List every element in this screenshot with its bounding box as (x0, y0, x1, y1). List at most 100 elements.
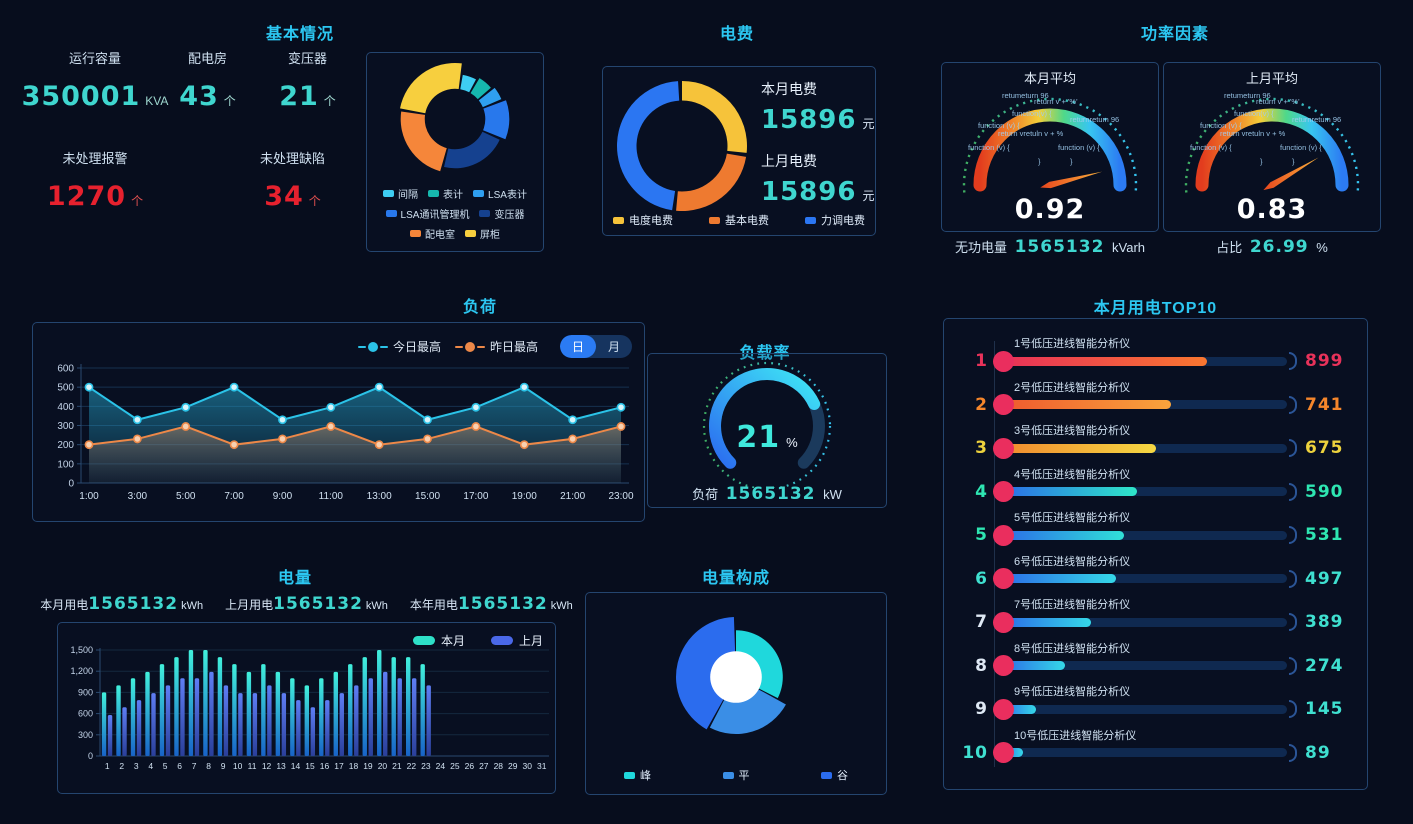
basic-legend-item[interactable]: LSA通讯管理机 (385, 206, 469, 221)
top10-row: 6号低压进线智能分析仪 6 497 (954, 553, 1355, 597)
top10-rows: 1号低压进线智能分析仪 1 899 2号低压进线智能分析仪 2 741 3号低压进线智能分析… (954, 335, 1355, 770)
composition-legend-item[interactable]: 谷 (821, 767, 848, 783)
top10-row: 2号低压进线智能分析仪 2 741 (954, 379, 1355, 423)
top10-value: 531 (1305, 525, 1344, 545)
top10-panel: 1号低压进线智能分析仪 1 899 2号低压进线智能分析仪 2 741 3号低压进线智能分析… (943, 318, 1368, 790)
top10-value: 899 (1305, 351, 1344, 371)
fee-value: 15896 (761, 105, 857, 135)
svg-text:19: 19 (363, 761, 373, 771)
top10-bar-track (1003, 661, 1287, 670)
svg-text:11:00: 11:00 (319, 491, 344, 502)
stat-value: 350001 (21, 81, 141, 112)
svg-text:6: 6 (177, 761, 182, 771)
stat-value: 1565132 (457, 594, 548, 614)
load-rate-gauge-chart (648, 356, 886, 493)
top10-bar-track (1003, 704, 1287, 714)
fee-legend-item[interactable]: 力调电费 (805, 212, 865, 228)
toggle-day-button[interactable]: 日 (559, 335, 596, 358)
load-rate-unit: % (786, 435, 798, 450)
basic-legend-item[interactable]: LSA表计 (473, 186, 527, 201)
basic-legend-item[interactable]: 屏柜 (465, 226, 500, 241)
svg-text:28: 28 (494, 761, 504, 771)
svg-text:0: 0 (88, 751, 93, 761)
svg-text:400: 400 (57, 402, 74, 413)
svg-text:19:00: 19:00 (512, 491, 537, 502)
legend-label: 峰 (640, 770, 651, 782)
pf-gauge-last-chart (1164, 87, 1380, 204)
gauge-value: 0.83 (1236, 194, 1308, 225)
legend-label: 今日最高 (392, 340, 441, 354)
svg-text:23: 23 (421, 761, 431, 771)
basic-legend-item[interactable]: 表计 (428, 186, 463, 201)
top10-item-label: 9号低压进线智能分析仪 (1014, 686, 1131, 698)
composition-rose-chart (586, 603, 886, 760)
stat-transformers: 变压器 21 个 (265, 48, 350, 112)
fee-values: 本月电费 15896 元 上月电费 15896 元 (761, 79, 874, 223)
top10-track-end-arc (1289, 395, 1297, 414)
top10-rank: 4 (975, 481, 988, 502)
top10-item-label: 7号低压进线智能分析仪 (1014, 599, 1131, 611)
stat-unit: kW (823, 487, 842, 502)
svg-text:30: 30 (523, 761, 533, 771)
top10-axis-line (994, 341, 995, 767)
top10-value: 741 (1305, 394, 1344, 415)
load-line-chart: 0 100 200 300 400 500 600 1:00 3:00 5:00 7:00 9:00 1… (41, 358, 638, 515)
top10-bar-track (1003, 356, 1287, 366)
load-legend-item[interactable]: 今日最高 (357, 338, 441, 355)
svg-text:26: 26 (465, 761, 475, 771)
svg-text:23:00: 23:00 (608, 491, 633, 502)
energy-legend-item[interactable]: 本月 (412, 632, 465, 649)
fee-row-last-month: 上月电费 15896 元 (761, 151, 874, 207)
top10-bar-fill (1003, 530, 1124, 540)
stat-label: 占比 (1216, 240, 1243, 255)
legend-swatch (473, 190, 485, 197)
composition-legend-item[interactable]: 峰 (624, 767, 651, 783)
top10-bar-fill (1003, 617, 1092, 627)
basic-donut-panel: 间隔 表计 LSA表计 LSA通讯管理机 变压器配电室 屏柜 (366, 52, 544, 252)
legend-swatch (383, 190, 395, 197)
energy-legend-item[interactable]: 上月 (490, 632, 543, 649)
reactive-energy-stat: 无功电量 1565132 kVarh (941, 237, 1159, 257)
top10-rank: 7 (975, 612, 988, 632)
basic-legend-item[interactable]: 配电室 (410, 226, 455, 241)
svg-text:7: 7 (192, 761, 197, 771)
svg-text:7:00: 7:00 (224, 491, 244, 502)
top10-track-end-arc (1289, 569, 1297, 588)
svg-text:1:00: 1:00 (79, 491, 99, 502)
basic-legend-item[interactable]: 变压器 (479, 206, 524, 221)
top10-dot-icon (993, 394, 1014, 415)
load-panel: 今日最高 昨日最高 日 月 0 100 200 300 400 500 600 1:00 3:00… (32, 322, 645, 522)
stat-value: 21 (279, 81, 319, 112)
stat-unhandled-defects: 未处理缺陷 34 个 (235, 148, 350, 212)
fee-label: 上月电费 (761, 153, 817, 169)
top10-row: 5号低压进线智能分析仪 5 531 (954, 509, 1355, 553)
legend-swatch (490, 636, 513, 645)
top10-dot-icon (993, 742, 1014, 763)
top10-value: 89 (1305, 742, 1331, 763)
svg-text:12: 12 (262, 761, 272, 771)
top10-rank: 9 (975, 699, 988, 719)
svg-text:1,500: 1,500 (70, 645, 93, 655)
fee-legend-item[interactable]: 电度电费 (613, 212, 673, 228)
top10-bar-track (1003, 530, 1287, 540)
energy-stat-last-month: 上月用电1565132 kWh (225, 594, 388, 614)
top10-item-label: 8号低压进线智能分析仪 (1014, 642, 1131, 655)
toggle-month-button[interactable]: 月 (607, 340, 620, 354)
basic-legend-item[interactable]: 间隔 (383, 186, 418, 201)
gauge-value: 0.92 (1014, 194, 1086, 225)
fee-legend-item[interactable]: 基本电费 (709, 212, 769, 228)
stat-label: 未处理缺陷 (259, 151, 325, 166)
stat-label: 本月用电 (40, 598, 89, 612)
top10-dot-icon (993, 611, 1014, 633)
svg-text:500: 500 (57, 383, 74, 394)
energy-section-title: 电量 (277, 570, 312, 587)
load-legend-item[interactable]: 昨日最高 (454, 338, 538, 355)
day-month-toggle: 日 月 (559, 335, 632, 358)
legend-label: LSA表计 (488, 190, 527, 201)
fee-row-this-month: 本月电费 15896 元 (761, 79, 874, 135)
composition-legend-item[interactable]: 平 (722, 767, 750, 783)
svg-text:18: 18 (349, 761, 359, 771)
svg-text:13:00: 13:00 (367, 491, 392, 502)
load-stat: 负荷 1565132 kW (648, 484, 886, 504)
top10-dot-icon (993, 568, 1014, 589)
